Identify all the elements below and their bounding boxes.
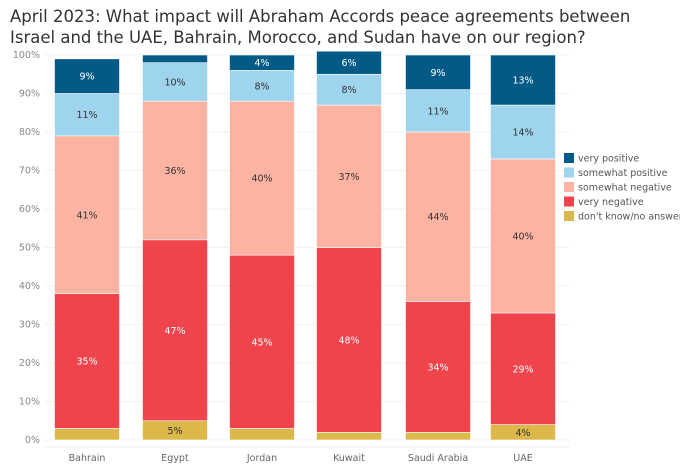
data-label: 5%	[167, 426, 182, 437]
legend-swatch	[564, 153, 574, 163]
legend-label: very negative	[578, 197, 644, 208]
bar-segment	[405, 131, 471, 302]
x-tick-label: Bahrain	[69, 453, 106, 464]
bar-segment	[54, 428, 120, 441]
data-label: 10%	[164, 77, 185, 88]
bar-segment	[316, 73, 382, 106]
y-tick-label: 40%	[19, 281, 40, 292]
data-label: 6%	[341, 58, 356, 69]
legend-swatch	[564, 182, 574, 192]
y-tick-label: 60%	[19, 204, 40, 215]
data-label: 45%	[251, 337, 272, 348]
chart-title: April 2023: What impact will Abraham Acc…	[10, 7, 631, 47]
data-label: 36%	[164, 166, 185, 177]
y-tick-label: 0%	[25, 435, 40, 446]
legend-swatch	[564, 211, 574, 221]
y-tick-label: 100%	[13, 50, 40, 61]
data-label: 40%	[251, 174, 272, 185]
legend-label: somewhat negative	[578, 183, 672, 194]
x-tick-label: Saudi Arabia	[408, 453, 468, 464]
data-label: 4%	[515, 428, 530, 439]
x-tick-label: Kuwait	[333, 453, 365, 464]
y-tick-label: 80%	[19, 127, 40, 138]
legend-swatch	[564, 167, 574, 178]
y-tick-label: 90%	[19, 89, 40, 100]
data-label: 48%	[338, 335, 359, 346]
bar-segment	[54, 93, 120, 137]
bar-segment	[54, 58, 120, 94]
data-label: 8%	[254, 81, 269, 92]
y-tick-label: 10%	[19, 397, 40, 408]
data-label: 9%	[430, 68, 445, 79]
bar-segment	[229, 254, 295, 429]
y-tick-label: 50%	[19, 243, 40, 254]
legend-label: somewhat positive	[578, 168, 668, 179]
bar-segment	[142, 54, 208, 63]
bar-segment	[316, 247, 382, 433]
data-label: 35%	[76, 357, 97, 368]
bar-segment	[316, 50, 382, 75]
data-label: 44%	[427, 212, 448, 223]
bar-segment	[229, 54, 295, 71]
legend-label: very positive	[578, 154, 639, 165]
x-tick-label: Jordan	[246, 453, 277, 464]
data-label: 14%	[512, 128, 533, 139]
bar-segment	[405, 431, 471, 441]
data-label: 47%	[164, 326, 185, 337]
y-tick-label: 70%	[19, 166, 40, 177]
data-label: 4%	[254, 58, 269, 69]
bar-segment	[490, 158, 556, 314]
y-tick-label: 30%	[19, 320, 40, 331]
x-tick-label: UAE	[513, 453, 532, 464]
data-label: 11%	[427, 106, 448, 117]
data-label: 29%	[512, 364, 533, 375]
bar-segment	[405, 54, 471, 90]
data-label: 41%	[76, 210, 97, 221]
bar-segment	[229, 100, 295, 256]
x-tick-label: Egypt	[161, 453, 189, 464]
bar-segment	[229, 70, 295, 102]
data-label: 11%	[76, 110, 97, 121]
data-label: 8%	[341, 85, 356, 96]
bar-segment	[142, 239, 208, 422]
y-tick-label: 20%	[19, 358, 40, 369]
bar-segment	[490, 54, 556, 106]
legend-label: don't know/no answer	[578, 212, 680, 223]
bar-segment	[54, 293, 120, 429]
data-label: 40%	[512, 231, 533, 242]
data-label: 34%	[427, 362, 448, 373]
bar-segment	[142, 62, 208, 102]
bar-segment	[142, 100, 208, 241]
bar-segment	[54, 135, 120, 295]
bar-segment	[229, 428, 295, 441]
legend-swatch	[564, 196, 574, 207]
bar-segment	[405, 89, 471, 133]
bar-segment	[490, 312, 556, 425]
data-label: 13%	[512, 76, 533, 87]
bar-segment	[490, 104, 556, 160]
data-label: 9%	[79, 72, 94, 83]
bar-segment	[405, 301, 471, 433]
bar-segment	[316, 431, 382, 441]
data-label: 37%	[338, 172, 359, 183]
bar-segment	[316, 104, 382, 248]
